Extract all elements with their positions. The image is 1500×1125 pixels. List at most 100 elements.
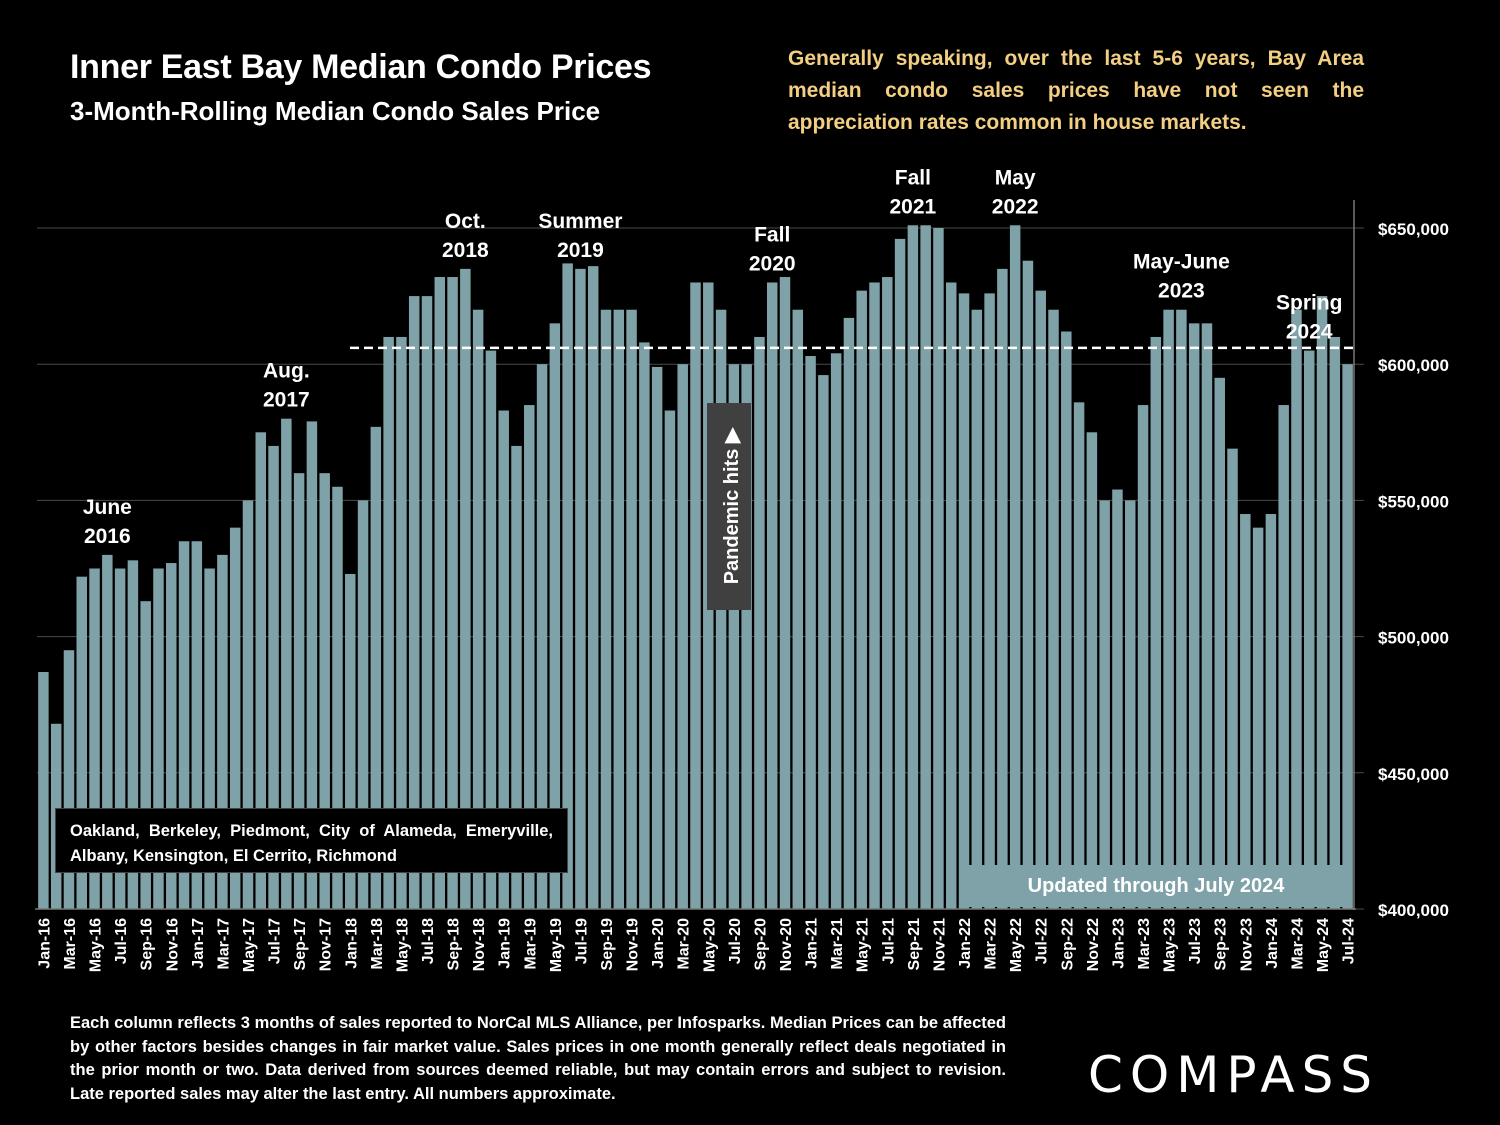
callout-label: 2020	[749, 252, 796, 275]
x-tick-label: May-22	[1008, 918, 1025, 972]
bar	[511, 445, 522, 909]
x-tick-label: May-23	[1162, 918, 1179, 972]
bar	[1265, 514, 1277, 909]
bar	[754, 336, 765, 910]
chart-subtitle: 3-Month-Rolling Median Condo Sales Price	[70, 96, 601, 126]
bar	[984, 293, 995, 910]
bar	[958, 293, 970, 910]
x-tick-label: Nov-22	[1085, 918, 1102, 971]
callout-label: 2017	[263, 389, 310, 412]
x-tick-label: Jan-18	[343, 918, 360, 969]
bar	[830, 353, 842, 910]
bar	[945, 282, 957, 910]
bar	[102, 554, 113, 909]
x-tick-label: Jan-23	[1110, 918, 1127, 969]
bar	[1048, 309, 1059, 910]
bar	[1137, 405, 1149, 909]
callout-label: Spring	[1276, 292, 1343, 315]
x-tick-label: Mar-24	[1289, 918, 1306, 970]
bar	[1176, 309, 1187, 910]
bar	[600, 309, 612, 910]
callout-label: May	[995, 166, 1036, 189]
bar	[127, 560, 139, 909]
bar	[345, 573, 356, 909]
bar	[524, 405, 535, 909]
x-tick-label: Jul-23	[1187, 918, 1204, 964]
bar	[396, 336, 407, 910]
callout-label: 2019	[557, 239, 604, 262]
y-tick-label: $450,000	[1378, 765, 1449, 784]
x-tick-label: Nov-16	[164, 918, 181, 971]
bar	[153, 568, 164, 909]
bar	[920, 225, 931, 909]
bar	[332, 486, 343, 909]
bar	[229, 527, 241, 909]
y-tick-label: $650,000	[1378, 220, 1449, 239]
y-tick-label: $550,000	[1378, 492, 1449, 511]
bar	[1304, 350, 1315, 910]
bar	[408, 296, 420, 910]
bar	[805, 356, 816, 909]
x-tick-label: Jul-24	[1341, 918, 1358, 964]
bar	[779, 277, 791, 910]
bar	[907, 225, 919, 909]
bar	[1163, 309, 1174, 910]
callout-label: Summer	[538, 210, 622, 233]
bar	[766, 282, 778, 910]
bar	[933, 228, 944, 909]
updated-badge: Updated through July 2024	[960, 865, 1352, 907]
x-tick-label: May-19	[548, 918, 565, 972]
bar	[741, 364, 752, 909]
callout-label: 2022	[992, 195, 1039, 218]
x-tick-label: Jan-19	[497, 918, 514, 969]
x-tick-label: Nov-21	[931, 918, 948, 971]
bar	[792, 309, 804, 910]
bar	[562, 263, 573, 909]
x-tick-label: May-21	[855, 918, 872, 972]
bar	[1240, 514, 1251, 909]
commentary-note: Generally speaking, over the last 5-6 ye…	[788, 47, 1364, 134]
bar	[1291, 309, 1302, 910]
x-tick-label: Jan-24	[1264, 918, 1281, 969]
bar	[639, 342, 650, 910]
bar	[281, 418, 292, 909]
x-tick-label: Mar-22	[983, 918, 1000, 970]
bar	[114, 568, 126, 909]
x-tick-label: Mar-16	[62, 918, 79, 970]
callout-label: Oct.	[445, 210, 486, 233]
bar	[1342, 364, 1353, 909]
x-tick-label: May-24	[1315, 918, 1332, 972]
callout-label: June	[83, 496, 132, 519]
bar	[1214, 377, 1225, 909]
bar	[575, 268, 586, 909]
callout-label: 2016	[84, 525, 131, 548]
x-tick-label: Jul-17	[267, 918, 284, 964]
bar	[587, 266, 599, 909]
x-tick-label: Mar-21	[829, 918, 846, 970]
x-tick-label: Jan-16	[36, 918, 53, 969]
bar	[293, 473, 305, 909]
bar	[319, 473, 330, 909]
pandemic-marker-label: Pandemic hits ▶	[721, 426, 743, 584]
bar	[63, 650, 75, 909]
bar	[191, 541, 203, 909]
bar	[1086, 432, 1098, 909]
x-tick-label: Sep-22	[1059, 918, 1076, 971]
x-tick-label: Nov-18	[471, 918, 488, 971]
bar	[460, 268, 471, 909]
bar	[1035, 290, 1046, 910]
x-tick-label: Sep-19	[599, 918, 616, 971]
footnote: Each column reflects 3 months of sales r…	[70, 1014, 1006, 1103]
bar	[472, 309, 484, 910]
x-tick-label: Jul-19	[573, 918, 590, 964]
bar	[217, 554, 228, 909]
x-tick-label: Nov-17	[318, 918, 335, 971]
bar	[1061, 331, 1072, 910]
bar	[1252, 527, 1264, 909]
callout-label: Aug.	[263, 360, 310, 383]
x-tick-label: Mar-19	[522, 918, 539, 970]
bar	[664, 410, 676, 909]
bar	[242, 500, 254, 909]
bar	[626, 309, 637, 910]
